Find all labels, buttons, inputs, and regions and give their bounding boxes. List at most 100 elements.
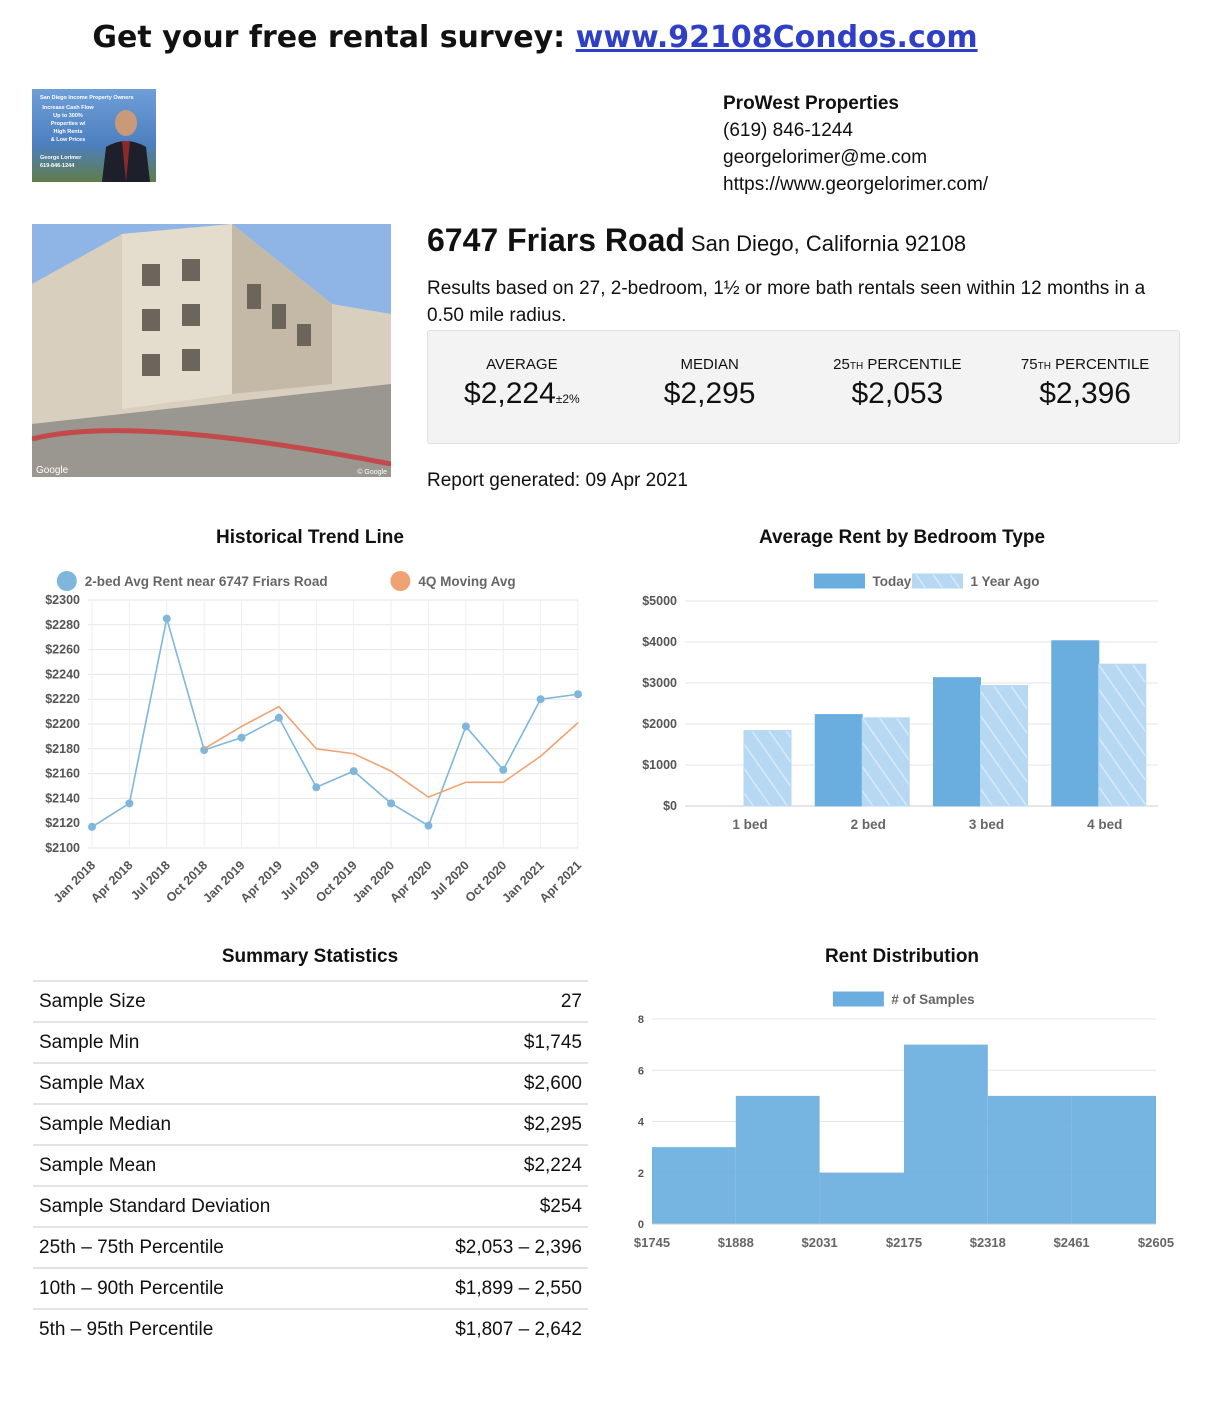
x-tick-label: $2175	[886, 1235, 922, 1250]
table-row: 5th – 95th Percentile $1,807 – 2,642	[33, 1308, 588, 1349]
bar	[980, 684, 1028, 807]
x-tick-label: 4 bed	[1087, 817, 1122, 832]
phone: (619) 846-1244	[723, 120, 853, 141]
row-value: 27	[386, 980, 588, 1022]
legend-marker	[912, 573, 963, 589]
ad-text: Increase Cash Flow	[42, 105, 94, 111]
stat-label-text: AVERAGE	[486, 356, 558, 373]
stat-label-num: 75	[1020, 356, 1038, 373]
stats-box: AVERAGE $2,224±2% MEDIAN $2,295 25TH PERCENT…	[427, 330, 1180, 444]
x-tick-label: 1 bed	[732, 817, 767, 832]
stat: MEDIAN $2,295	[616, 331, 804, 443]
ad-text: 619-846-1244	[40, 163, 75, 169]
stat-label: AVERAGE	[428, 356, 616, 373]
ad-text: Up to 300%	[53, 113, 83, 119]
table-row: Sample Standard Deviation $254	[33, 1185, 588, 1227]
data-point	[88, 822, 96, 831]
stat-value-text: $2,224	[464, 377, 556, 410]
stat-label-text: PERCENTILE	[1055, 356, 1150, 373]
survey-link[interactable]: www.92108Condos.com	[575, 20, 978, 55]
report-date: Report generated: 09 Apr 2021	[427, 470, 688, 491]
stat-value: $2,295	[616, 377, 804, 411]
ad-text: & Low Prices	[51, 137, 86, 143]
row-label: Sample Standard Deviation	[33, 1185, 387, 1227]
x-tick-label: $2031	[802, 1235, 838, 1250]
histogram-bar	[987, 1095, 1072, 1224]
table-title: Summary Statistics	[221, 946, 399, 967]
y-tick-label: 2	[638, 1168, 644, 1180]
data-point	[424, 821, 433, 830]
stat-note: ±2%	[555, 392, 580, 406]
row-label: Sample Min	[33, 1021, 387, 1063]
photo-watermark: Google	[36, 465, 69, 476]
y-tick-label: $2280	[45, 618, 80, 632]
stat-label: MEDIAN	[616, 356, 804, 373]
description: Results based on 27, 2-bedroom, 1½ or mo…	[427, 278, 1146, 326]
banner-text: Get your free rental survey:	[92, 20, 566, 55]
x-tick-label: $1888	[718, 1235, 754, 1250]
x-tick-label: $2461	[1054, 1235, 1090, 1250]
data-point	[461, 722, 470, 731]
x-tick-label: $1745	[634, 1235, 670, 1250]
histogram-bar	[819, 1172, 904, 1224]
ad-text: George Lorimer	[40, 155, 82, 161]
stat-value: $2,053	[804, 377, 992, 411]
ad-image: San Diego Income Property Owners Increase…	[32, 89, 156, 182]
row-label: Sample Size	[33, 980, 387, 1022]
x-tick-label: 3 bed	[969, 817, 1004, 832]
stat-label-suffix: TH	[849, 361, 864, 372]
row-value: $1,899 – 2,550	[386, 1267, 588, 1309]
photo-credit: © Google	[357, 468, 387, 476]
row-value: $1,745	[386, 1021, 588, 1063]
address: 6747 Friars Road San Diego, California 92…	[427, 222, 966, 259]
stat-value-text: $2,053	[851, 377, 944, 410]
y-tick-label: $0	[663, 799, 677, 813]
legend-label: # of Samples	[891, 992, 974, 1007]
legend-marker	[814, 573, 865, 589]
y-tick-label: $2180	[45, 742, 80, 756]
stat-label-suffix: TH	[1037, 361, 1051, 372]
row-label: Sample Max	[33, 1062, 387, 1104]
row-value: $254	[386, 1185, 588, 1227]
table-row: 10th – 90th Percentile $1,899 – 2,550	[33, 1267, 588, 1309]
data-point	[499, 765, 508, 774]
y-tick-label: $2000	[642, 717, 677, 731]
row-value: $2,053 – 2,396	[386, 1226, 588, 1268]
row-label: 25th – 75th Percentile	[33, 1226, 387, 1268]
stat-value-text: $2,295	[663, 377, 756, 410]
data-point	[387, 799, 396, 808]
y-tick-label: $4000	[642, 635, 677, 649]
legend-marker	[390, 571, 411, 591]
row-value: $2,295	[386, 1103, 588, 1145]
series-line	[203, 705, 579, 799]
data-point	[125, 799, 134, 808]
table-row: Sample Size 27	[33, 980, 588, 1022]
y-tick-label: $3000	[642, 676, 677, 690]
stat-label: 75TH PERCENTILE	[991, 356, 1179, 373]
y-tick-label: $2220	[45, 692, 80, 706]
data-point	[274, 713, 283, 722]
row-value: $2,600	[386, 1062, 588, 1104]
legend-label: 2-bed Avg Rent near 6747 Friars Road	[85, 574, 328, 589]
ad-text: Properties w/	[51, 121, 86, 127]
stat-value-text: $2,396	[1039, 377, 1131, 410]
y-tick-label: $2260	[45, 643, 80, 657]
y-tick-label: $2200	[45, 717, 80, 731]
legend-marker	[56, 571, 77, 591]
table-row: Sample Mean $2,224	[33, 1144, 588, 1186]
row-label: 5th – 95th Percentile	[33, 1308, 387, 1349]
row-label: 10th – 90th Percentile	[33, 1267, 387, 1309]
ad-text: High Rents	[53, 129, 82, 135]
property-photo: Google © Google	[32, 224, 391, 477]
stat: AVERAGE $2,224±2%	[428, 331, 616, 443]
table-row: Sample Median $2,295	[33, 1103, 588, 1145]
bar	[933, 677, 981, 807]
y-tick-label: $2300	[45, 593, 80, 607]
legend-label: 4Q Moving Avg	[418, 574, 515, 589]
legend-label: Today	[873, 574, 912, 589]
stat-label: 25TH PERCENTILE	[804, 356, 992, 373]
data-point	[536, 695, 545, 704]
company: ProWest Properties	[723, 93, 899, 114]
